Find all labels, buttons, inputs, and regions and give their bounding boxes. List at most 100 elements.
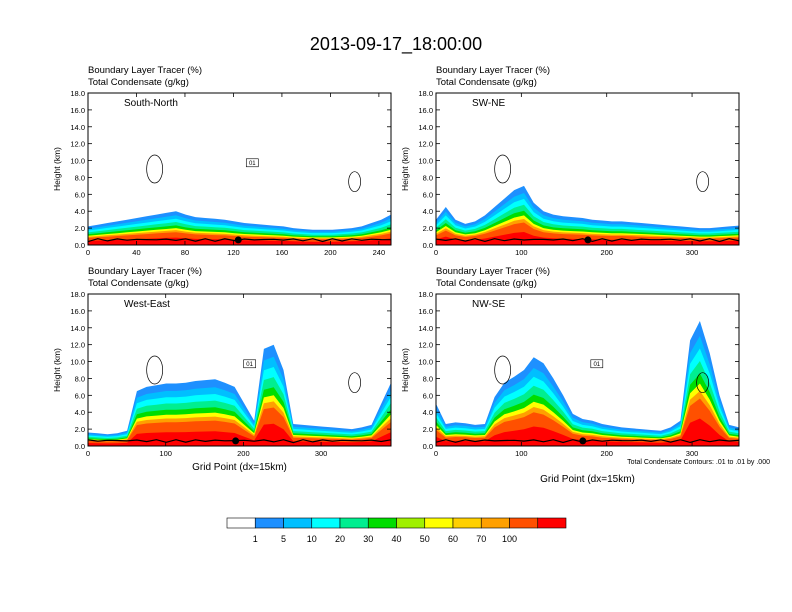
x-tick-label: 80 bbox=[181, 248, 189, 257]
y-tick-label: 14.0 bbox=[418, 324, 433, 333]
colorbar-label: 20 bbox=[335, 534, 345, 544]
colorbar-swatch bbox=[226, 517, 256, 529]
colorbar-label: 50 bbox=[420, 534, 430, 544]
colorbar-swatch bbox=[424, 517, 454, 529]
condensate-contour bbox=[348, 171, 361, 193]
field-label-condensate: Total Condensate (g/kg) bbox=[88, 77, 189, 88]
colorbar-label: 5 bbox=[281, 534, 286, 544]
terrain-line bbox=[88, 439, 391, 444]
field-label-tracer: Boundary Layer Tracer (%) bbox=[88, 65, 202, 76]
y-tick-label: 10.0 bbox=[70, 358, 85, 367]
y-tick-label: 6.0 bbox=[423, 391, 433, 400]
contour-label-box bbox=[590, 359, 604, 369]
colorbar-swatch bbox=[452, 517, 482, 529]
condensate-contour bbox=[348, 372, 361, 394]
terrain-line bbox=[436, 439, 739, 444]
y-tick-label: 8.0 bbox=[423, 173, 433, 182]
y-tick-label: 0.0 bbox=[75, 442, 85, 451]
y-tick-label: 2.0 bbox=[75, 425, 85, 434]
contour-label: 01 bbox=[246, 362, 253, 368]
y-tick-label: 4.0 bbox=[423, 207, 433, 216]
y-tick-label: 6.0 bbox=[423, 190, 433, 199]
y-tick-label: 0.0 bbox=[423, 241, 433, 250]
panel-frame bbox=[87, 293, 392, 447]
x-tick-label: 240 bbox=[373, 248, 386, 257]
center-marker bbox=[234, 236, 242, 244]
x-tick-label: 200 bbox=[237, 449, 250, 458]
y-tick-label: 12.0 bbox=[418, 140, 433, 149]
y-tick-label: 4.0 bbox=[423, 408, 433, 417]
y-tick-label: 0.0 bbox=[423, 442, 433, 451]
y-tick-label: 10.0 bbox=[70, 157, 85, 166]
figure-title: 2013-09-17_18:00:00 bbox=[310, 34, 482, 55]
y-tick-label: 16.0 bbox=[70, 106, 85, 115]
y-tick-label: 4.0 bbox=[75, 408, 85, 417]
condensate-contour bbox=[494, 355, 512, 385]
panels: Boundary Layer Tracer (%)Total Condensat… bbox=[52, 65, 740, 485]
tracer-band-8 bbox=[436, 418, 739, 446]
y-tick-label: 4.0 bbox=[75, 207, 85, 216]
y-tick-label: 14.0 bbox=[70, 123, 85, 132]
y-tick-label: 16.0 bbox=[418, 307, 433, 316]
y-tick-label: 14.0 bbox=[418, 123, 433, 132]
y-tick-label: 16.0 bbox=[418, 106, 433, 115]
tracer-field: 01 bbox=[436, 321, 739, 446]
y-tick-label: 18.0 bbox=[418, 89, 433, 98]
x-axis-label: Grid Point (dx=15km) bbox=[192, 462, 287, 473]
panel-sw-ne: Boundary Layer Tracer (%)Total Condensat… bbox=[400, 65, 740, 257]
field-label-tracer: Boundary Layer Tracer (%) bbox=[436, 266, 550, 277]
y-tick-label: 8.0 bbox=[75, 173, 85, 182]
colorbar-swatch bbox=[283, 517, 313, 529]
panel-label: South-North bbox=[124, 98, 178, 109]
field-label-tracer: Boundary Layer Tracer (%) bbox=[88, 266, 202, 277]
y-tick-label: 18.0 bbox=[70, 290, 85, 299]
center-marker bbox=[232, 437, 240, 445]
colorbar-swatch bbox=[339, 517, 369, 529]
x-tick-label: 120 bbox=[227, 248, 240, 257]
colorbar-swatch bbox=[509, 517, 539, 529]
panel-nw-se: Boundary Layer Tracer (%)Total Condensat… bbox=[400, 266, 740, 485]
y-tick-label: 2.0 bbox=[75, 224, 85, 233]
y-axis-label: Height (km) bbox=[400, 147, 410, 191]
tracer-field bbox=[436, 154, 739, 245]
x-tick-label: 200 bbox=[600, 449, 613, 458]
field-label-condensate: Total Condensate (g/kg) bbox=[436, 77, 537, 88]
field-label-condensate: Total Condensate (g/kg) bbox=[88, 278, 189, 289]
x-tick-label: 200 bbox=[600, 248, 613, 257]
colorbar-swatch bbox=[396, 517, 426, 529]
field-label-tracer: Boundary Layer Tracer (%) bbox=[436, 65, 550, 76]
y-tick-label: 8.0 bbox=[423, 374, 433, 383]
tracer-band-8 bbox=[88, 423, 391, 446]
y-tick-label: 18.0 bbox=[70, 89, 85, 98]
y-tick-label: 10.0 bbox=[418, 157, 433, 166]
colorbar-label: 1 bbox=[253, 534, 258, 544]
y-tick-label: 6.0 bbox=[75, 391, 85, 400]
tracer-field: 01 bbox=[88, 344, 391, 446]
x-tick-label: 0 bbox=[86, 248, 90, 257]
panel-west-east: Boundary Layer Tracer (%)Total Condensat… bbox=[52, 266, 392, 473]
x-tick-label: 160 bbox=[276, 248, 289, 257]
y-tick-label: 6.0 bbox=[75, 190, 85, 199]
x-tick-label: 300 bbox=[315, 449, 328, 458]
y-axis-label: Height (km) bbox=[52, 348, 62, 392]
contour-note: Total Condensate Contours: .01 to .01 by… bbox=[627, 459, 770, 466]
y-tick-label: 12.0 bbox=[418, 341, 433, 350]
x-tick-label: 300 bbox=[686, 248, 699, 257]
y-tick-label: 2.0 bbox=[423, 425, 433, 434]
tracer-band-8 bbox=[436, 232, 739, 245]
contour-label: 01 bbox=[593, 362, 600, 368]
colorbar-label: 60 bbox=[448, 534, 458, 544]
center-marker bbox=[579, 437, 587, 445]
colorbar-swatch bbox=[480, 517, 510, 529]
condensate-contour bbox=[696, 372, 709, 394]
y-tick-label: 8.0 bbox=[75, 374, 85, 383]
contour-label: 01 bbox=[249, 161, 256, 167]
x-axis-label: Grid Point (dx=15km) bbox=[540, 474, 635, 485]
x-tick-label: 100 bbox=[159, 449, 172, 458]
colorbar-label: 70 bbox=[476, 534, 486, 544]
y-tick-label: 2.0 bbox=[423, 224, 433, 233]
colorbar-label: 100 bbox=[502, 534, 517, 544]
colorbar-label: 10 bbox=[307, 534, 317, 544]
contour-label-box bbox=[243, 359, 256, 369]
